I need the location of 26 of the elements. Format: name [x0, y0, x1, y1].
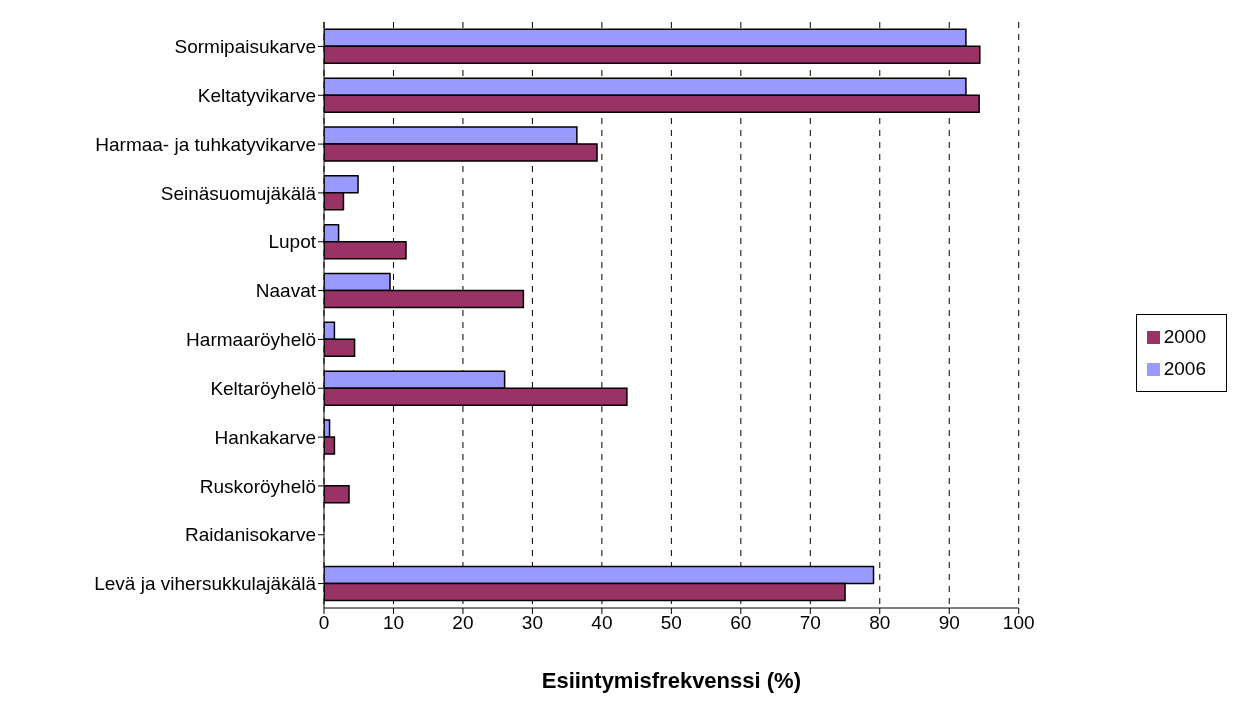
- y-tick-label: Raidanisokarve: [185, 524, 316, 546]
- x-tick-label: 50: [660, 612, 682, 634]
- x-tick-label: 0: [318, 612, 330, 634]
- x-tick-label: 80: [869, 612, 891, 634]
- y-tick-label: Naavat: [255, 280, 317, 302]
- x-axis-title: Esiintymisfrekvenssi (%): [541, 668, 801, 693]
- y-tick-label: Hankakarve: [214, 426, 316, 448]
- y-tick-label: Sormipaisukarve: [174, 36, 316, 58]
- x-tick-label: 100: [1002, 612, 1035, 634]
- x-tick-label: 70: [799, 612, 821, 634]
- legend-label: 2006: [1163, 358, 1206, 379]
- legend-label: 2000: [1163, 326, 1206, 347]
- y-tick-label: Lupot: [268, 231, 317, 253]
- y-tick-label: Ruskoröyhelö: [199, 475, 316, 497]
- x-tick-label: 30: [521, 612, 543, 634]
- x-tick-label: 20: [452, 612, 474, 634]
- x-tick-label: 10: [382, 612, 405, 634]
- y-tick-label: Harmaa- ja tuhkatyvikarve: [95, 133, 316, 155]
- y-tick-label: Keltaröyhelö: [210, 377, 316, 399]
- x-tick-label: 60: [730, 612, 752, 634]
- x-tick-label: 90: [938, 612, 960, 634]
- y-tick-label: Levä ja vihersukkulajäkälä: [94, 573, 317, 595]
- y-tick-label: Keltatyvikarve: [197, 85, 316, 106]
- y-tick-label: Harmaaröyhelö: [186, 329, 316, 351]
- x-tick-label: 40: [591, 612, 613, 634]
- y-tick-label: Seinäsuomujäkälä: [160, 182, 317, 204]
